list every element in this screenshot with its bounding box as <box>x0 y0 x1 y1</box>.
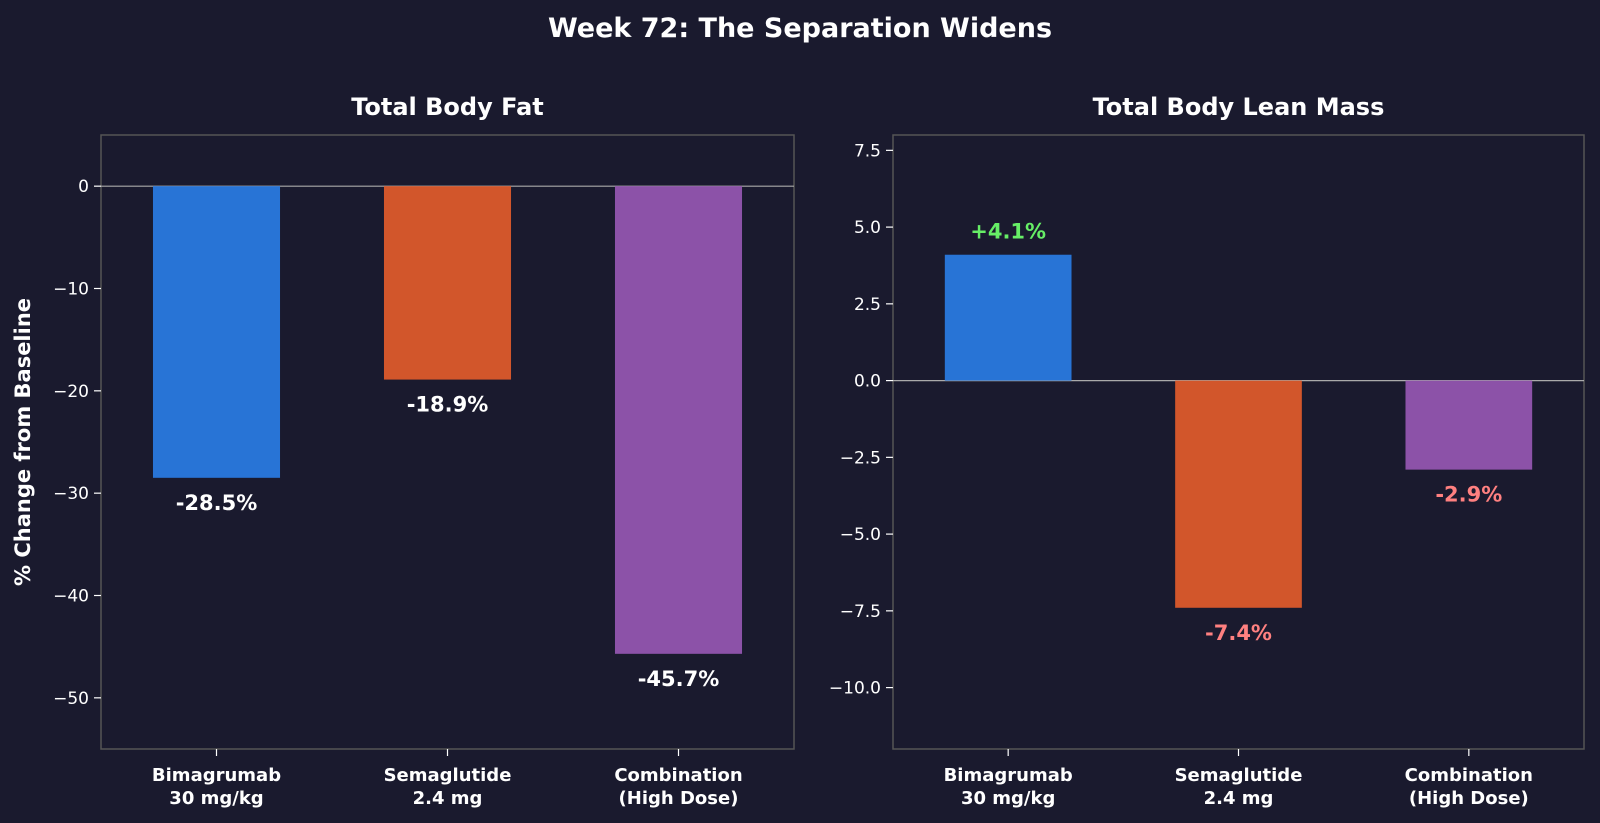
bar <box>152 186 281 478</box>
x-tick-label-line: 30 mg/kg <box>961 788 1055 809</box>
figure-title: Week 72: The Separation Widens <box>548 13 1052 44</box>
data-label: +4.1% <box>970 220 1046 244</box>
x-tick-label: Combination (High Dose) <box>1405 765 1533 809</box>
x-tick-label-line: 2.4 mg <box>413 788 483 809</box>
data-label: -18.9% <box>407 393 489 417</box>
chart-1: Total Body Fat 0 −10 −20 −30 −40 −50 -28.5% -18.… <box>11 93 795 809</box>
bar <box>1405 380 1533 470</box>
data-label: -45.7% <box>638 667 720 691</box>
x-tick-label: Combination (High Dose) <box>614 765 742 809</box>
x-tick-label: Semaglutide 2.4 mg <box>384 765 512 809</box>
x-tick-label-line: Bimagrumab <box>152 765 281 786</box>
y-tick-label: −50 <box>53 689 89 709</box>
x-tick-label-line: 30 mg/kg <box>169 788 263 809</box>
y-tick-label: −40 <box>53 587 89 607</box>
chart-title: Total Body Fat <box>351 93 544 121</box>
y-tick-label: −10.0 <box>829 679 881 699</box>
bar <box>1175 380 1302 608</box>
bar <box>944 254 1072 381</box>
x-tick-label-line: Combination <box>1405 765 1533 786</box>
x-tick-label-line: (High Dose) <box>1409 788 1529 809</box>
x-tick-label-line: Semaglutide <box>384 765 512 786</box>
data-label: -2.9% <box>1435 483 1502 507</box>
y-tick-label: −2.5 <box>840 448 881 468</box>
x-tick-label-line: Combination <box>614 765 742 786</box>
data-label: -7.4% <box>1205 621 1272 645</box>
bar <box>383 186 512 380</box>
x-tick-label: Bimagrumab 30 mg/kg <box>152 765 281 809</box>
y-tick-label: −10 <box>53 280 89 300</box>
chart-2: Total Body Lean Mass 7.5 5.0 2.5 0.0 −2.5 −5.0… <box>829 93 1585 809</box>
y-axis-label: % Change from Baseline <box>11 298 35 586</box>
y-tick-label: −7.5 <box>840 602 881 622</box>
x-tick-label-line: (High Dose) <box>619 788 739 809</box>
y-tick-label: 0 <box>78 177 89 197</box>
y-tick-label: 7.5 <box>854 141 881 161</box>
data-label: -28.5% <box>176 491 258 515</box>
y-tick-label: −20 <box>53 382 89 402</box>
x-tick-label-line: Bimagrumab <box>944 765 1073 786</box>
y-tick-label: 5.0 <box>854 218 881 238</box>
charts: Total Body Fat 0 −10 −20 −30 −40 −50 -28.5% -18.… <box>11 93 1585 809</box>
x-tick-label-line: Semaglutide <box>1175 765 1303 786</box>
x-tick-label: Bimagrumab 30 mg/kg <box>944 765 1073 809</box>
y-tick-label: −30 <box>53 484 89 504</box>
y-tick-label: −5.0 <box>840 525 881 545</box>
x-tick-label-line: 2.4 mg <box>1204 788 1274 809</box>
y-tick-label: 0.0 <box>854 372 881 392</box>
y-tick-label: 2.5 <box>854 295 881 315</box>
bar <box>614 186 743 654</box>
x-tick-label: Semaglutide 2.4 mg <box>1175 765 1303 809</box>
chart-title: Total Body Lean Mass <box>1093 93 1385 121</box>
